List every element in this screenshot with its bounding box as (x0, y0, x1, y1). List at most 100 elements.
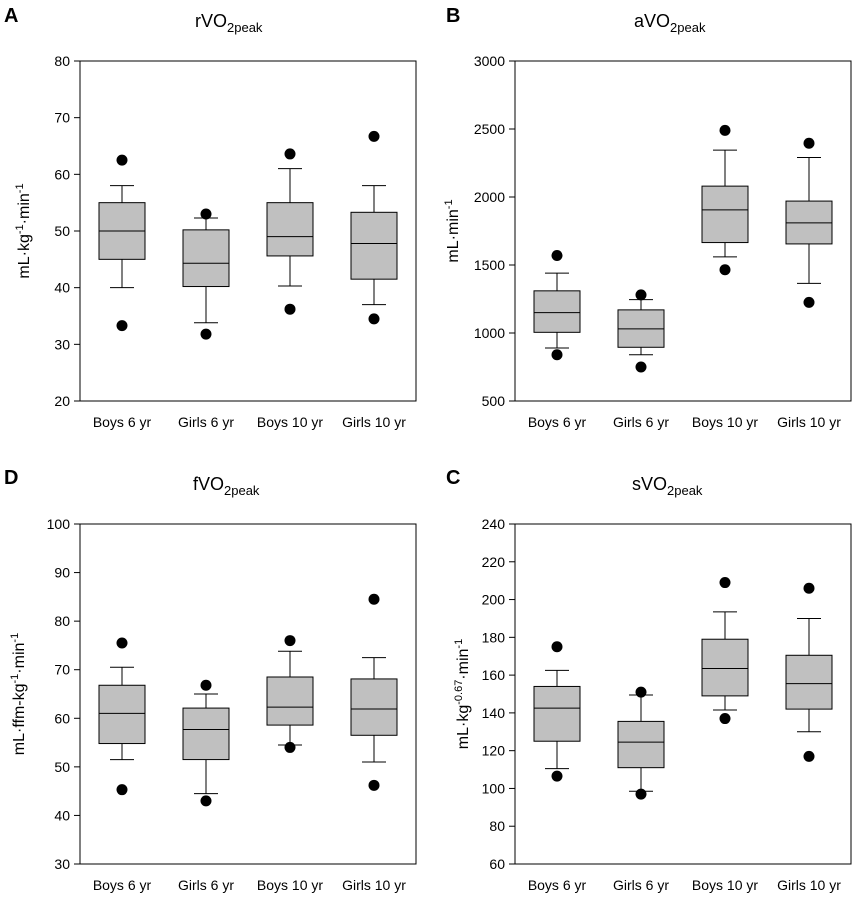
y-tick-label: 140 (482, 705, 506, 721)
x-tick-label: Boys 6 yr (93, 414, 152, 430)
y-tick-label: 80 (489, 818, 505, 834)
outlier-point (116, 784, 128, 796)
plot-frame (514, 60, 852, 402)
y-axis-label: mL·kg-1·min-1 (14, 183, 33, 278)
box-girls-10-yr (785, 137, 833, 308)
box-girls-6-yr (182, 208, 230, 340)
y-tick-label: 240 (482, 516, 506, 532)
box-girls-6-yr (182, 679, 230, 807)
panel-letter: D (4, 467, 18, 489)
box-girls-6-yr (617, 289, 665, 373)
y-tick-label: 180 (482, 629, 506, 645)
outlier-point (803, 582, 815, 594)
plot-frame (514, 523, 852, 865)
y-tick-label: 220 (482, 554, 506, 570)
outlier-point (719, 577, 731, 589)
y-tick-label: 500 (482, 393, 506, 409)
box-boys-10-yr (266, 635, 314, 753)
box-boys-6-yr (98, 154, 146, 332)
y-tick-label: 90 (54, 565, 70, 581)
y-tick-label: 3000 (474, 53, 505, 69)
y-axis-label: mL·min-1 (443, 199, 462, 262)
x-tick-label: Boys 10 yr (692, 414, 758, 430)
chart-title: aVO2peak (634, 11, 706, 35)
box-body (533, 685, 581, 742)
box-body (182, 707, 230, 761)
box-boys-10-yr (701, 124, 749, 276)
outlier-point (635, 289, 647, 301)
outlier-point (551, 770, 563, 782)
outlier-point (803, 750, 815, 762)
box-body (701, 638, 749, 697)
outlier-point (200, 208, 212, 220)
outlier-point (551, 249, 563, 261)
box-girls-10-yr (350, 593, 398, 791)
y-tick-label: 80 (54, 613, 70, 629)
outlier-point (635, 686, 647, 698)
x-tick-label: Girls 6 yr (613, 414, 669, 430)
chart-title: rVO2peak (195, 11, 263, 35)
outlier-point (551, 349, 563, 361)
outlier-point (368, 130, 380, 142)
x-tick-label: Boys 6 yr (93, 877, 152, 893)
plot-frame (79, 523, 417, 865)
y-tick-label: 40 (54, 807, 70, 823)
outlier-point (719, 124, 731, 136)
box-girls-6-yr (617, 686, 665, 800)
y-tick-label: 20 (54, 393, 70, 409)
x-tick-label: Girls 6 yr (178, 414, 234, 430)
outlier-point (719, 264, 731, 276)
outlier-point (635, 788, 647, 800)
outlier-point (284, 741, 296, 753)
box-boys-10-yr (701, 577, 749, 725)
outlier-point (368, 313, 380, 325)
box-body (701, 185, 749, 244)
box-body (182, 229, 230, 288)
y-tick-label: 160 (482, 667, 506, 683)
x-tick-label: Girls 10 yr (342, 877, 406, 893)
y-tick-label: 60 (54, 710, 70, 726)
panel-letter: C (446, 467, 460, 489)
x-tick-label: Girls 6 yr (178, 877, 234, 893)
y-tick-label: 50 (54, 223, 70, 239)
x-tick-label: Boys 6 yr (528, 877, 587, 893)
box-body (266, 676, 314, 726)
outlier-point (803, 137, 815, 149)
outlier-point (116, 154, 128, 166)
y-tick-label: 80 (54, 53, 70, 69)
box-boys-10-yr (266, 148, 314, 315)
box-boys-6-yr (533, 641, 581, 782)
outlier-point (803, 296, 815, 308)
box-girls-10-yr (785, 582, 833, 762)
y-axis-label: mL·ffm-kg-1·min-1 (9, 633, 28, 755)
y-tick-label: 60 (489, 856, 505, 872)
outlier-point (719, 713, 731, 725)
outlier-point (368, 779, 380, 791)
y-tick-label: 100 (47, 516, 71, 532)
y-tick-label: 100 (482, 780, 506, 796)
box-girls-10-yr (350, 130, 398, 325)
y-tick-label: 1000 (474, 325, 505, 341)
y-tick-label: 70 (54, 110, 70, 126)
y-tick-label: 200 (482, 592, 506, 608)
x-tick-label: Girls 6 yr (613, 877, 669, 893)
outlier-point (200, 679, 212, 691)
x-tick-label: Girls 10 yr (777, 877, 841, 893)
y-tick-label: 2500 (474, 121, 505, 137)
y-tick-label: 70 (54, 662, 70, 678)
box-body (98, 684, 146, 745)
box-boys-6-yr (98, 637, 146, 796)
outlier-point (635, 361, 647, 373)
box-body (785, 654, 833, 710)
box-body (350, 211, 398, 280)
x-tick-label: Boys 6 yr (528, 414, 587, 430)
y-axis-label: mL·kg-0.67·min-1 (453, 639, 472, 749)
y-tick-label: 50 (54, 759, 70, 775)
outlier-point (200, 328, 212, 340)
outlier-point (200, 795, 212, 807)
